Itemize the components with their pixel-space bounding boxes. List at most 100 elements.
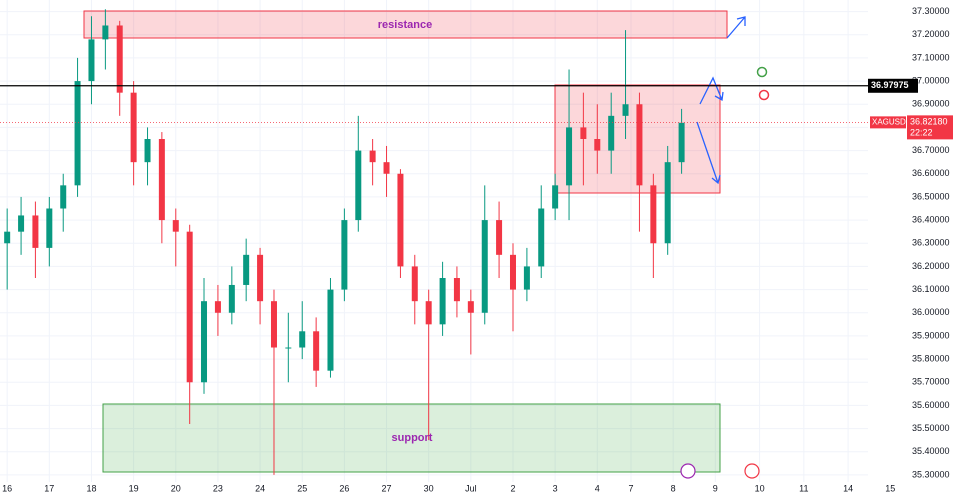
x-tick-label: 2 — [510, 483, 515, 493]
countdown-label: 22:22 — [910, 128, 933, 138]
resistance-zone — [83, 10, 728, 39]
candle-body — [172, 220, 179, 232]
candle-body — [341, 220, 348, 290]
y-tick-label: 36.40000 — [912, 214, 950, 224]
y-tick-label: 35.90000 — [912, 330, 950, 340]
candle-body — [18, 215, 25, 232]
candle-body — [313, 331, 320, 371]
candle-body — [46, 208, 53, 248]
candle-body — [186, 231, 193, 383]
y-tick-label: 36.60000 — [912, 168, 950, 178]
symbol-label: XAGUSD — [872, 117, 906, 126]
candle-body — [130, 92, 137, 163]
candle-body — [327, 289, 334, 371]
candle-body — [285, 347, 292, 349]
candle-body — [397, 173, 404, 267]
y-tick-label: 37.20000 — [912, 29, 950, 39]
candle-body — [439, 278, 446, 325]
candle-body — [481, 220, 488, 313]
candle-body — [32, 215, 39, 248]
candle-body — [60, 185, 67, 209]
resistance-label: resistance — [378, 19, 432, 31]
x-tick-label: 8 — [671, 483, 676, 493]
last-price-label: 36.82180 — [910, 117, 948, 127]
arrow-down — [696, 121, 721, 185]
arrow-zigzag — [699, 76, 724, 105]
candle-body — [158, 139, 165, 221]
candle-body — [214, 301, 221, 313]
green-marker — [756, 66, 768, 78]
level-label: 36.97975 — [871, 80, 909, 90]
x-tick-label: 3 — [553, 483, 558, 493]
y-tick-label: 35.70000 — [912, 377, 950, 387]
y-tick-label: 36.20000 — [912, 261, 950, 271]
x-tick-label: 18 — [86, 483, 96, 493]
candle-body — [369, 150, 376, 163]
candle-body — [201, 301, 208, 383]
y-tick-label: 37.00000 — [912, 75, 950, 85]
candle-body — [650, 185, 657, 244]
support-label: support — [392, 432, 433, 444]
y-tick-label: 36.00000 — [912, 307, 950, 317]
x-tick-label: 24 — [255, 483, 265, 493]
candle-body — [453, 278, 460, 302]
candle-body — [425, 301, 432, 325]
y-tick-label: 36.90000 — [912, 99, 950, 109]
red-marker — [758, 89, 770, 101]
x-tick-label: Jul — [465, 483, 477, 493]
x-tick-label: 15 — [885, 483, 895, 493]
candle-body — [622, 104, 629, 116]
candle-body — [496, 220, 503, 255]
x-tick-label: 23 — [213, 483, 223, 493]
x-tick-label: 30 — [424, 483, 434, 493]
candle-body — [4, 231, 11, 244]
y-tick-label: 36.50000 — [912, 191, 950, 201]
candle-body — [664, 162, 671, 244]
x-tick-label: 27 — [382, 483, 392, 493]
grid — [0, 0, 891, 482]
candle-body — [355, 150, 362, 221]
candle-body — [509, 254, 516, 290]
y-tick-label: 36.10000 — [912, 284, 950, 294]
y-tick-label: 35.50000 — [912, 423, 950, 433]
y-tick-label: 35.30000 — [912, 469, 950, 479]
x-tick-label: 11 — [799, 483, 808, 493]
x-tick-label: 25 — [297, 483, 307, 493]
y-tick-label: 35.80000 — [912, 353, 950, 363]
x-tick-label: 9 — [713, 483, 718, 493]
flag-icon[interactable] — [744, 463, 760, 479]
candle-body — [102, 25, 109, 40]
candle-body — [678, 122, 685, 163]
support-zone — [102, 403, 721, 473]
y-tick-label: 37.30000 — [912, 6, 950, 16]
candle-body — [411, 266, 418, 302]
candle-body — [144, 139, 151, 163]
candle-body — [467, 301, 474, 313]
x-tick-label: 7 — [629, 483, 634, 493]
x-tick-label: 26 — [339, 483, 349, 493]
y-tick-label: 36.70000 — [912, 145, 950, 155]
candle-body — [243, 254, 250, 285]
candle-body — [74, 81, 81, 186]
candle-body — [580, 127, 587, 140]
candle-body — [299, 331, 306, 348]
last-price-box — [907, 115, 953, 140]
candle-body — [608, 115, 615, 151]
event-icon[interactable] — [680, 463, 696, 479]
x-tick-label: 17 — [44, 483, 54, 493]
candle-body — [116, 25, 123, 93]
candle-body — [383, 162, 390, 174]
candle-body — [257, 254, 264, 302]
x-tick-label: 19 — [129, 483, 139, 493]
candle-body — [228, 284, 235, 313]
arrows — [696, 16, 746, 185]
level-box — [868, 78, 918, 93]
x-tick-label: 14 — [843, 483, 853, 493]
candle-body — [594, 139, 601, 151]
y-tick-label: 36.30000 — [912, 238, 950, 248]
candle-body — [538, 208, 545, 267]
candle-body — [566, 127, 573, 186]
x-tick-label: 4 — [595, 483, 600, 493]
y-tick-label: 35.40000 — [912, 446, 950, 456]
